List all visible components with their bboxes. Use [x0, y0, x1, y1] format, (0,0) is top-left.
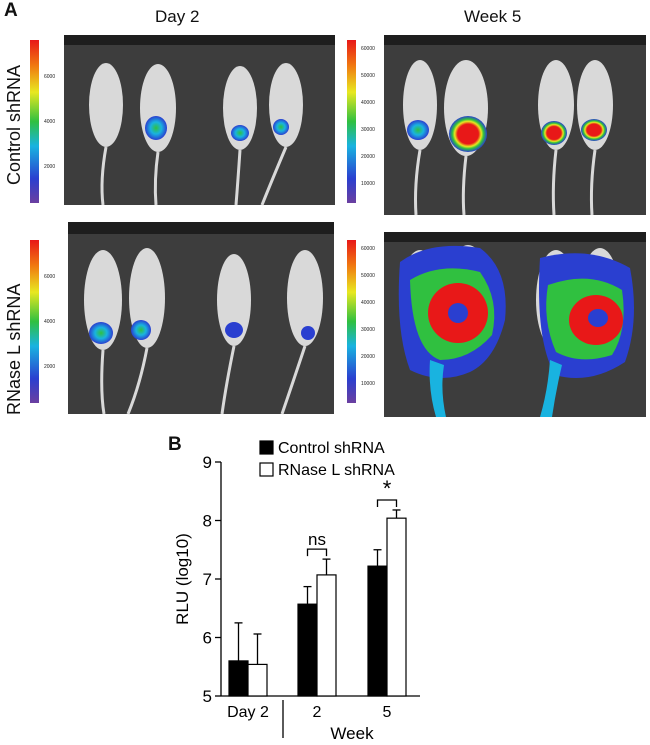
colorbar-tick: 4000 — [44, 319, 55, 325]
x-axis-label: Week — [330, 724, 374, 743]
y-tick-label: 6 — [203, 629, 212, 648]
colorbar-week5-top — [347, 40, 356, 203]
bar-control — [367, 565, 388, 697]
colorbar-tick: 20000 — [361, 154, 375, 160]
image-rnasel-week5 — [384, 232, 646, 417]
y-tick-label: 7 — [203, 570, 212, 589]
colorbar-tick: 6000 — [44, 74, 55, 80]
colorbar-tick: 2000 — [44, 164, 55, 170]
colorbar-tick: 50000 — [361, 273, 375, 279]
colorbar-tick: 4000 — [44, 119, 55, 125]
colorbar-tick: 10000 — [361, 381, 375, 387]
image-rnasel-day2 — [68, 222, 334, 415]
column-title-day2: Day 2 — [155, 7, 200, 26]
legend-label: Control shRNA — [278, 440, 385, 457]
colorbar-tick: 30000 — [361, 127, 375, 133]
significance-bracket — [376, 499, 398, 507]
bar-chart: 5 6 7 8 9 RLU (log10) Day 2 2 5 Week ns * Control sh… — [173, 440, 420, 743]
bar-control — [297, 603, 318, 697]
colorbar-week5-bottom — [347, 240, 356, 403]
colorbar-tick: 10000 — [361, 181, 375, 187]
bar-rnasel — [247, 663, 268, 697]
colorbar-tick: 20000 — [361, 354, 375, 360]
colorbar-tick: 6000 — [44, 274, 55, 280]
x-tick-label: Day 2 — [227, 704, 269, 721]
legend-label: RNase L shRNA — [278, 462, 395, 479]
significance-label: ns — [308, 530, 326, 549]
panel-b-label: B — [168, 434, 182, 455]
bar-control — [228, 660, 249, 697]
colorbar-tick: 2000 — [44, 364, 55, 370]
column-title-week5: Week 5 — [464, 7, 522, 26]
significance-bracket — [306, 548, 328, 557]
y-tick-label: 5 — [203, 687, 212, 706]
colorbar-day2-top — [30, 40, 39, 203]
bar-rnasel — [386, 517, 407, 697]
legend-swatch — [259, 462, 274, 477]
colorbar-tick: 60000 — [361, 46, 375, 52]
colorbar-tick: 40000 — [361, 100, 375, 106]
colorbar-tick: 30000 — [361, 327, 375, 333]
imaging-panels: 6000 4000 2000 6000 4000 2000 60000 5000… — [30, 35, 646, 417]
panel-a-label: A — [4, 0, 18, 21]
bar-rnasel — [316, 574, 337, 697]
image-control-day2 — [64, 35, 335, 206]
y-tick-label: 9 — [203, 453, 212, 472]
y-tick-label: 8 — [203, 512, 212, 531]
significance-label: * — [383, 476, 392, 501]
legend-swatch — [259, 440, 274, 455]
image-control-week5 — [384, 35, 646, 216]
x-tick-label: 5 — [383, 704, 392, 721]
colorbar-tick: 40000 — [361, 300, 375, 306]
colorbar-tick: 60000 — [361, 246, 375, 252]
colorbar-day2-bottom — [30, 240, 39, 403]
colorbar-tick: 50000 — [361, 73, 375, 79]
y-axis-label: RLU (log10) — [173, 533, 192, 625]
x-tick-label: 2 — [313, 704, 322, 721]
